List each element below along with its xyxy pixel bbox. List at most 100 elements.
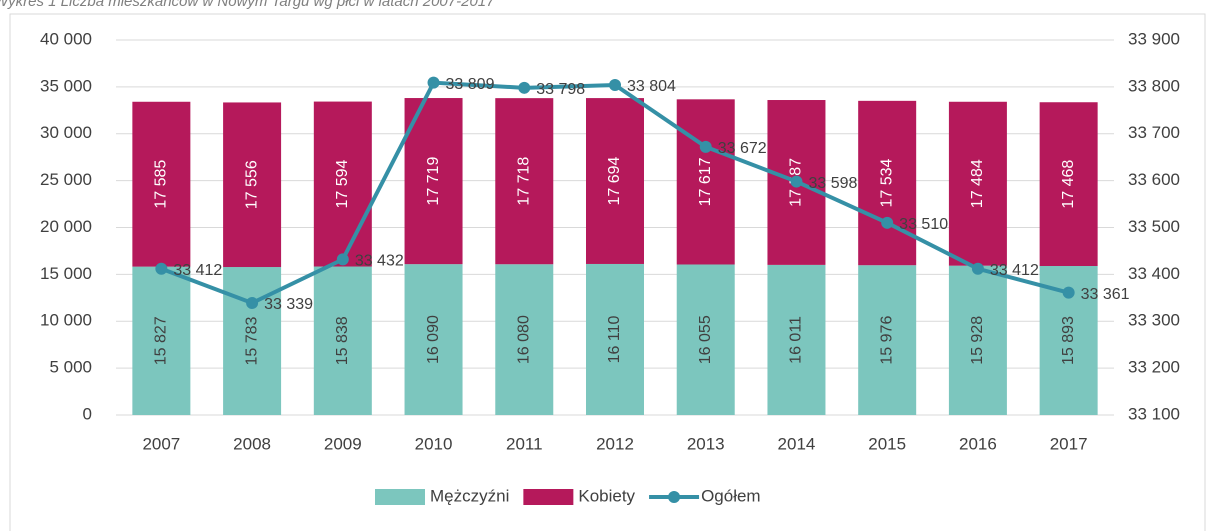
x-tick-label: 2008 bbox=[233, 434, 271, 453]
line-marker bbox=[881, 216, 894, 229]
y-tick-label: 0 bbox=[83, 404, 92, 423]
bar bbox=[767, 264, 826, 415]
legend-swatch bbox=[523, 489, 574, 505]
y-tick-label: 40 000 bbox=[40, 29, 92, 48]
line-value-label: 33 804 bbox=[627, 78, 676, 95]
y-tick-label: 5 000 bbox=[49, 358, 92, 377]
y-tick-label: 15 000 bbox=[40, 264, 92, 283]
bar-value-label: 17 719 bbox=[425, 157, 442, 206]
bar bbox=[586, 263, 644, 415]
y2-tick-label: 33 600 bbox=[1128, 170, 1180, 189]
x-tick-label: 2015 bbox=[868, 434, 906, 453]
bar-value-label: 15 783 bbox=[243, 316, 260, 365]
line-marker bbox=[971, 262, 984, 275]
line-marker bbox=[790, 175, 803, 188]
chart-frame bbox=[9, 13, 1206, 531]
bar-value-label: 16 090 bbox=[425, 315, 442, 364]
bar-value-label: 17 585 bbox=[153, 160, 170, 209]
bar bbox=[313, 266, 372, 415]
legend-label: Ogółem bbox=[701, 486, 761, 505]
y-tick-label: 10 000 bbox=[40, 311, 92, 330]
x-tick-label: 2007 bbox=[142, 434, 180, 453]
bar bbox=[404, 264, 463, 415]
bar bbox=[858, 100, 917, 266]
bar-value-label: 17 617 bbox=[697, 157, 714, 206]
y-tick-label: 20 000 bbox=[40, 217, 92, 236]
bar-value-label: 15 827 bbox=[153, 316, 170, 365]
bar bbox=[223, 102, 282, 268]
bar bbox=[948, 265, 1007, 415]
bar-value-label: 16 110 bbox=[606, 316, 623, 364]
line-marker bbox=[699, 140, 712, 153]
bar-value-label: 17 694 bbox=[606, 156, 623, 205]
bar bbox=[1039, 102, 1098, 267]
line-value-label: 33 598 bbox=[808, 175, 857, 192]
line-value-label: 33 798 bbox=[536, 81, 585, 98]
bar bbox=[948, 101, 1007, 266]
x-tick-label: 2010 bbox=[415, 434, 453, 453]
line-value-label: 33 412 bbox=[990, 262, 1039, 279]
y-tick-label: 35 000 bbox=[40, 76, 92, 95]
x-tick-label: 2017 bbox=[1050, 434, 1088, 453]
legend-swatch bbox=[375, 489, 425, 505]
y2-tick-label: 33 400 bbox=[1128, 264, 1180, 283]
line-value-label: 33 672 bbox=[718, 140, 767, 157]
bar-value-label: 16 080 bbox=[515, 315, 532, 364]
bar-value-label: 15 838 bbox=[334, 316, 351, 365]
line-marker bbox=[609, 79, 621, 91]
legend-swatch bbox=[668, 491, 681, 503]
x-tick-label: 2011 bbox=[506, 434, 543, 453]
bar bbox=[858, 265, 917, 415]
legend-label: Kobiety bbox=[578, 486, 635, 505]
bar bbox=[404, 98, 463, 265]
y2-tick-label: 33 500 bbox=[1128, 217, 1180, 236]
legend-label: Mężczyźni bbox=[430, 486, 509, 505]
bar bbox=[495, 98, 554, 265]
line-marker bbox=[246, 296, 259, 309]
x-tick-label: 2014 bbox=[778, 434, 816, 453]
bar bbox=[586, 98, 644, 264]
bar-value-label: 17 718 bbox=[515, 157, 532, 206]
y2-tick-label: 33 100 bbox=[1128, 404, 1180, 423]
line-value-label: 33 432 bbox=[355, 253, 404, 270]
line-marker bbox=[155, 262, 168, 275]
chart-title: Wykres 1 Liczba mieszkańców w Nowym Targ… bbox=[0, 0, 495, 10]
bar bbox=[132, 266, 191, 415]
bar-value-label: 17 484 bbox=[969, 159, 986, 208]
bar bbox=[676, 99, 735, 265]
bar-value-label: 15 976 bbox=[878, 316, 895, 365]
line-value-label: 33 361 bbox=[1081, 286, 1130, 303]
line-value-label: 33 510 bbox=[899, 216, 948, 233]
y2-tick-label: 33 200 bbox=[1128, 358, 1180, 377]
y-tick-label: 30 000 bbox=[40, 123, 92, 142]
bar bbox=[313, 101, 372, 267]
bar-value-label: 17 534 bbox=[878, 158, 895, 207]
bar-value-label: 17 468 bbox=[1060, 160, 1077, 209]
y2-tick-label: 33 700 bbox=[1128, 123, 1180, 142]
line-marker bbox=[336, 253, 349, 266]
bar-value-label: 17 594 bbox=[334, 159, 351, 208]
x-tick-label: 2012 bbox=[596, 434, 634, 453]
x-tick-label: 2013 bbox=[687, 434, 725, 453]
y2-tick-label: 33 800 bbox=[1128, 76, 1180, 95]
line-marker bbox=[427, 76, 440, 89]
x-tick-label: 2009 bbox=[324, 434, 362, 453]
x-tick-label: 2016 bbox=[959, 434, 997, 453]
bar-value-label: 15 928 bbox=[969, 316, 986, 365]
line-marker bbox=[518, 81, 531, 94]
bar-value-label: 16 011 bbox=[788, 316, 805, 364]
bar-value-label: 15 893 bbox=[1060, 316, 1077, 365]
line-value-label: 33 412 bbox=[173, 262, 222, 279]
bar bbox=[676, 264, 735, 415]
bar-value-label: 17 556 bbox=[243, 160, 260, 209]
bar bbox=[495, 264, 554, 415]
line-value-label: 33 339 bbox=[264, 296, 313, 313]
bar bbox=[132, 101, 191, 267]
y2-tick-label: 33 900 bbox=[1128, 29, 1180, 48]
line-marker bbox=[1062, 286, 1075, 299]
y2-tick-label: 33 300 bbox=[1128, 311, 1180, 330]
y-tick-label: 25 000 bbox=[40, 170, 92, 189]
line-value-label: 33 809 bbox=[446, 76, 495, 93]
bar-value-label: 16 055 bbox=[697, 315, 714, 364]
